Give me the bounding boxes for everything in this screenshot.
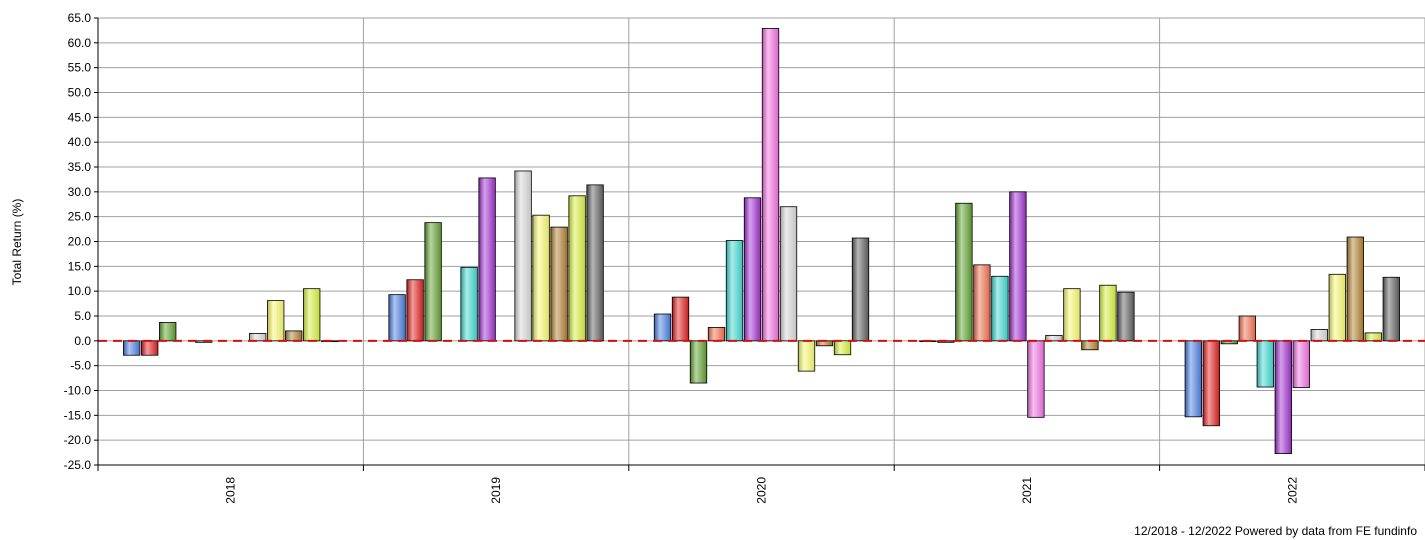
bar: [725, 240, 744, 342]
y-tick-label: 10.0: [68, 284, 92, 298]
bar: [1184, 340, 1202, 418]
y-tick-label: 5.0: [74, 309, 91, 323]
y-tick-label: 65.0: [68, 11, 92, 25]
bar: [478, 177, 496, 342]
y-tick-label: 40.0: [68, 135, 92, 149]
bar: [141, 340, 159, 356]
y-tick-label: 60.0: [68, 36, 92, 50]
bar: [973, 264, 991, 342]
bar: [1027, 340, 1045, 418]
bar: [1256, 340, 1274, 388]
bar: [1099, 284, 1117, 342]
bar: [267, 300, 285, 342]
bar: [653, 313, 672, 342]
x-tick-label: 2019: [489, 477, 503, 504]
x-tick-label: 2021: [1020, 477, 1034, 504]
bar: [1274, 340, 1292, 454]
y-tick-label: 45.0: [68, 110, 92, 124]
bar: [532, 214, 550, 342]
bar: [1063, 288, 1081, 342]
bar: [1310, 329, 1328, 342]
y-tick-label: -25.0: [64, 458, 92, 472]
bar: [797, 340, 816, 372]
bar: [991, 275, 1009, 342]
bar: [1009, 191, 1027, 342]
y-tick-label: -5.0: [70, 359, 91, 373]
y-tick-label: 25.0: [68, 210, 92, 224]
bar: [1382, 276, 1400, 342]
bar: [1202, 340, 1220, 427]
bar: [568, 195, 586, 342]
bar: [424, 222, 442, 342]
y-axis-label: Total Return (%): [10, 199, 24, 286]
bar: [1081, 340, 1099, 351]
bar: [123, 340, 141, 356]
grid-lines: [98, 17, 1425, 466]
y-tick-label: 50.0: [68, 86, 92, 100]
bar: [514, 170, 532, 342]
y-tick-label: 15.0: [68, 259, 92, 273]
bar: [833, 340, 852, 356]
y-tick-label: -15.0: [64, 408, 92, 422]
bar: [1292, 340, 1310, 388]
bar: [955, 202, 973, 342]
bar: [671, 296, 690, 342]
y-tick-label: 35.0: [68, 160, 92, 174]
y-tick-label: 20.0: [68, 235, 92, 249]
y-tick-label: 0.0: [74, 334, 91, 348]
y-tick-label: 55.0: [68, 61, 92, 75]
bar: [689, 340, 708, 384]
bar: [779, 206, 798, 342]
bar: [1328, 273, 1346, 342]
bar: [159, 322, 177, 342]
bar: [406, 279, 424, 342]
bar: [1117, 291, 1135, 342]
y-tick-label: -10.0: [64, 384, 92, 398]
bar: [851, 237, 870, 342]
bar: [1364, 332, 1382, 342]
y-tick-label: -20.0: [64, 433, 92, 447]
bar: [303, 288, 321, 342]
axes: -25.0 -20.0 -15.0 -10.0 -5.0 0.0 5.0 10.0 15.0 20…: [64, 11, 1425, 504]
x-tick-label: 2022: [1285, 477, 1299, 504]
x-tick-label: 2020: [755, 477, 769, 504]
bar: [1346, 236, 1364, 342]
bar: [761, 28, 780, 342]
bar: [550, 226, 568, 342]
bar: [460, 266, 478, 342]
bar: [1045, 334, 1063, 342]
bar: [707, 327, 726, 342]
bar-group: [98, 28, 1425, 454]
y-tick-label: 30.0: [68, 185, 92, 199]
bar: [743, 197, 762, 342]
bar: [249, 332, 267, 342]
bar: [285, 330, 303, 342]
credit-text: 12/2018 - 12/2022 Powered by data from F…: [1134, 524, 1417, 538]
bar-chart: -25.0 -20.0 -15.0 -10.0 -5.0 0.0 5.0 10.0 15.0 20…: [10, 11, 1425, 504]
x-tick-label: 2018: [224, 477, 238, 504]
bar: [1238, 315, 1256, 342]
bar: [586, 184, 604, 342]
bar: [388, 294, 406, 342]
